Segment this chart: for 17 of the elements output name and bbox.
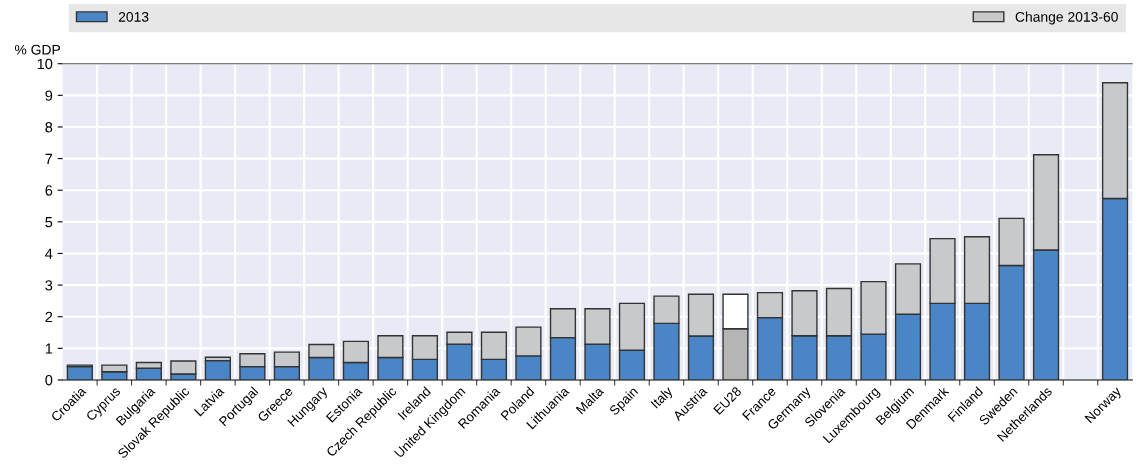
legend-label: Change 2013-60	[1015, 11, 1118, 25]
bar	[204, 359, 231, 380]
y-tick-label: 0	[45, 375, 53, 386]
x-tick-label: Italy	[650, 385, 676, 411]
y-tick-label: 4	[45, 248, 53, 259]
y-tick-label: 8	[45, 122, 53, 133]
y-tick-label: 10	[37, 58, 53, 70]
y-tick-label: 5	[45, 217, 53, 228]
legend-label: 2013	[118, 11, 149, 22]
y-axis-title: % GDP	[14, 44, 61, 55]
y-tick-label: 1	[45, 343, 53, 354]
y-tick-label: 9	[45, 90, 53, 101]
y-tick-label: 6	[45, 185, 53, 196]
bar	[66, 365, 93, 380]
y-tick-label: 3	[45, 280, 53, 291]
y-tick-label: 7	[45, 153, 53, 164]
y-tick-label: 2	[45, 311, 53, 322]
